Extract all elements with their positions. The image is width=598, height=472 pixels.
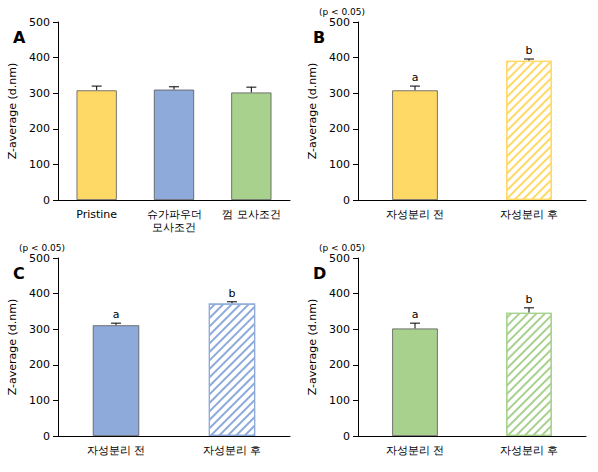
svg-text:300: 300 xyxy=(29,87,50,100)
svg-text:Z-average (d.nm): Z-average (d.nm) xyxy=(306,63,319,160)
svg-text:b: b xyxy=(526,293,533,306)
svg-text:모사조건: 모사조건 xyxy=(152,221,196,234)
svg-text:200: 200 xyxy=(329,358,350,371)
svg-text:400: 400 xyxy=(329,51,350,64)
svg-text:Z-average (d.nm): Z-average (d.nm) xyxy=(306,299,319,396)
svg-text:자성분리 후: 자성분리 후 xyxy=(203,444,262,457)
svg-text:(p < 0.05): (p < 0.05) xyxy=(19,243,65,253)
svg-text:Pristine: Pristine xyxy=(76,208,117,221)
svg-text:400: 400 xyxy=(329,287,350,300)
svg-text:a: a xyxy=(412,71,419,84)
svg-text:자성분리 전: 자성분리 전 xyxy=(386,444,445,457)
svg-text:a: a xyxy=(113,308,120,321)
svg-text:300: 300 xyxy=(29,323,50,336)
svg-text:Z-average (d.nm): Z-average (d.nm) xyxy=(6,63,19,160)
svg-text:200: 200 xyxy=(29,358,50,371)
svg-text:300: 300 xyxy=(329,87,350,100)
svg-text:a: a xyxy=(412,308,419,321)
svg-text:100: 100 xyxy=(329,158,350,171)
svg-text:500: 500 xyxy=(29,16,50,29)
svg-text:자성분리 후: 자성분리 후 xyxy=(500,208,559,221)
svg-text:400: 400 xyxy=(29,51,50,64)
svg-text:슈가파우더: 슈가파우더 xyxy=(147,208,202,221)
svg-text:100: 100 xyxy=(29,158,50,171)
svg-text:Z-average (d.nm): Z-average (d.nm) xyxy=(6,299,19,396)
svg-text:300: 300 xyxy=(329,323,350,336)
svg-text:B: B xyxy=(313,28,325,47)
svg-text:200: 200 xyxy=(329,122,350,135)
svg-text:0: 0 xyxy=(43,430,50,443)
svg-text:자성분리 전: 자성분리 전 xyxy=(87,444,146,457)
svg-text:100: 100 xyxy=(29,394,50,407)
svg-text:b: b xyxy=(526,44,533,57)
svg-text:0: 0 xyxy=(343,194,350,207)
svg-text:C: C xyxy=(13,264,25,283)
svg-text:D: D xyxy=(313,264,326,283)
svg-text:(p < 0.05): (p < 0.05) xyxy=(319,7,365,17)
svg-text:(p < 0.05): (p < 0.05) xyxy=(319,243,365,253)
svg-text:껌 모사조건: 껌 모사조건 xyxy=(222,208,281,221)
svg-text:0: 0 xyxy=(43,194,50,207)
svg-text:200: 200 xyxy=(29,122,50,135)
svg-text:0: 0 xyxy=(343,430,350,443)
svg-text:500: 500 xyxy=(329,16,350,29)
svg-text:A: A xyxy=(13,28,26,47)
svg-text:400: 400 xyxy=(29,287,50,300)
svg-text:500: 500 xyxy=(329,252,350,265)
svg-text:자성분리 전: 자성분리 전 xyxy=(386,208,445,221)
svg-text:500: 500 xyxy=(29,252,50,265)
svg-text:자성분리 후: 자성분리 후 xyxy=(500,444,559,457)
svg-text:100: 100 xyxy=(329,394,350,407)
svg-text:b: b xyxy=(229,287,236,300)
